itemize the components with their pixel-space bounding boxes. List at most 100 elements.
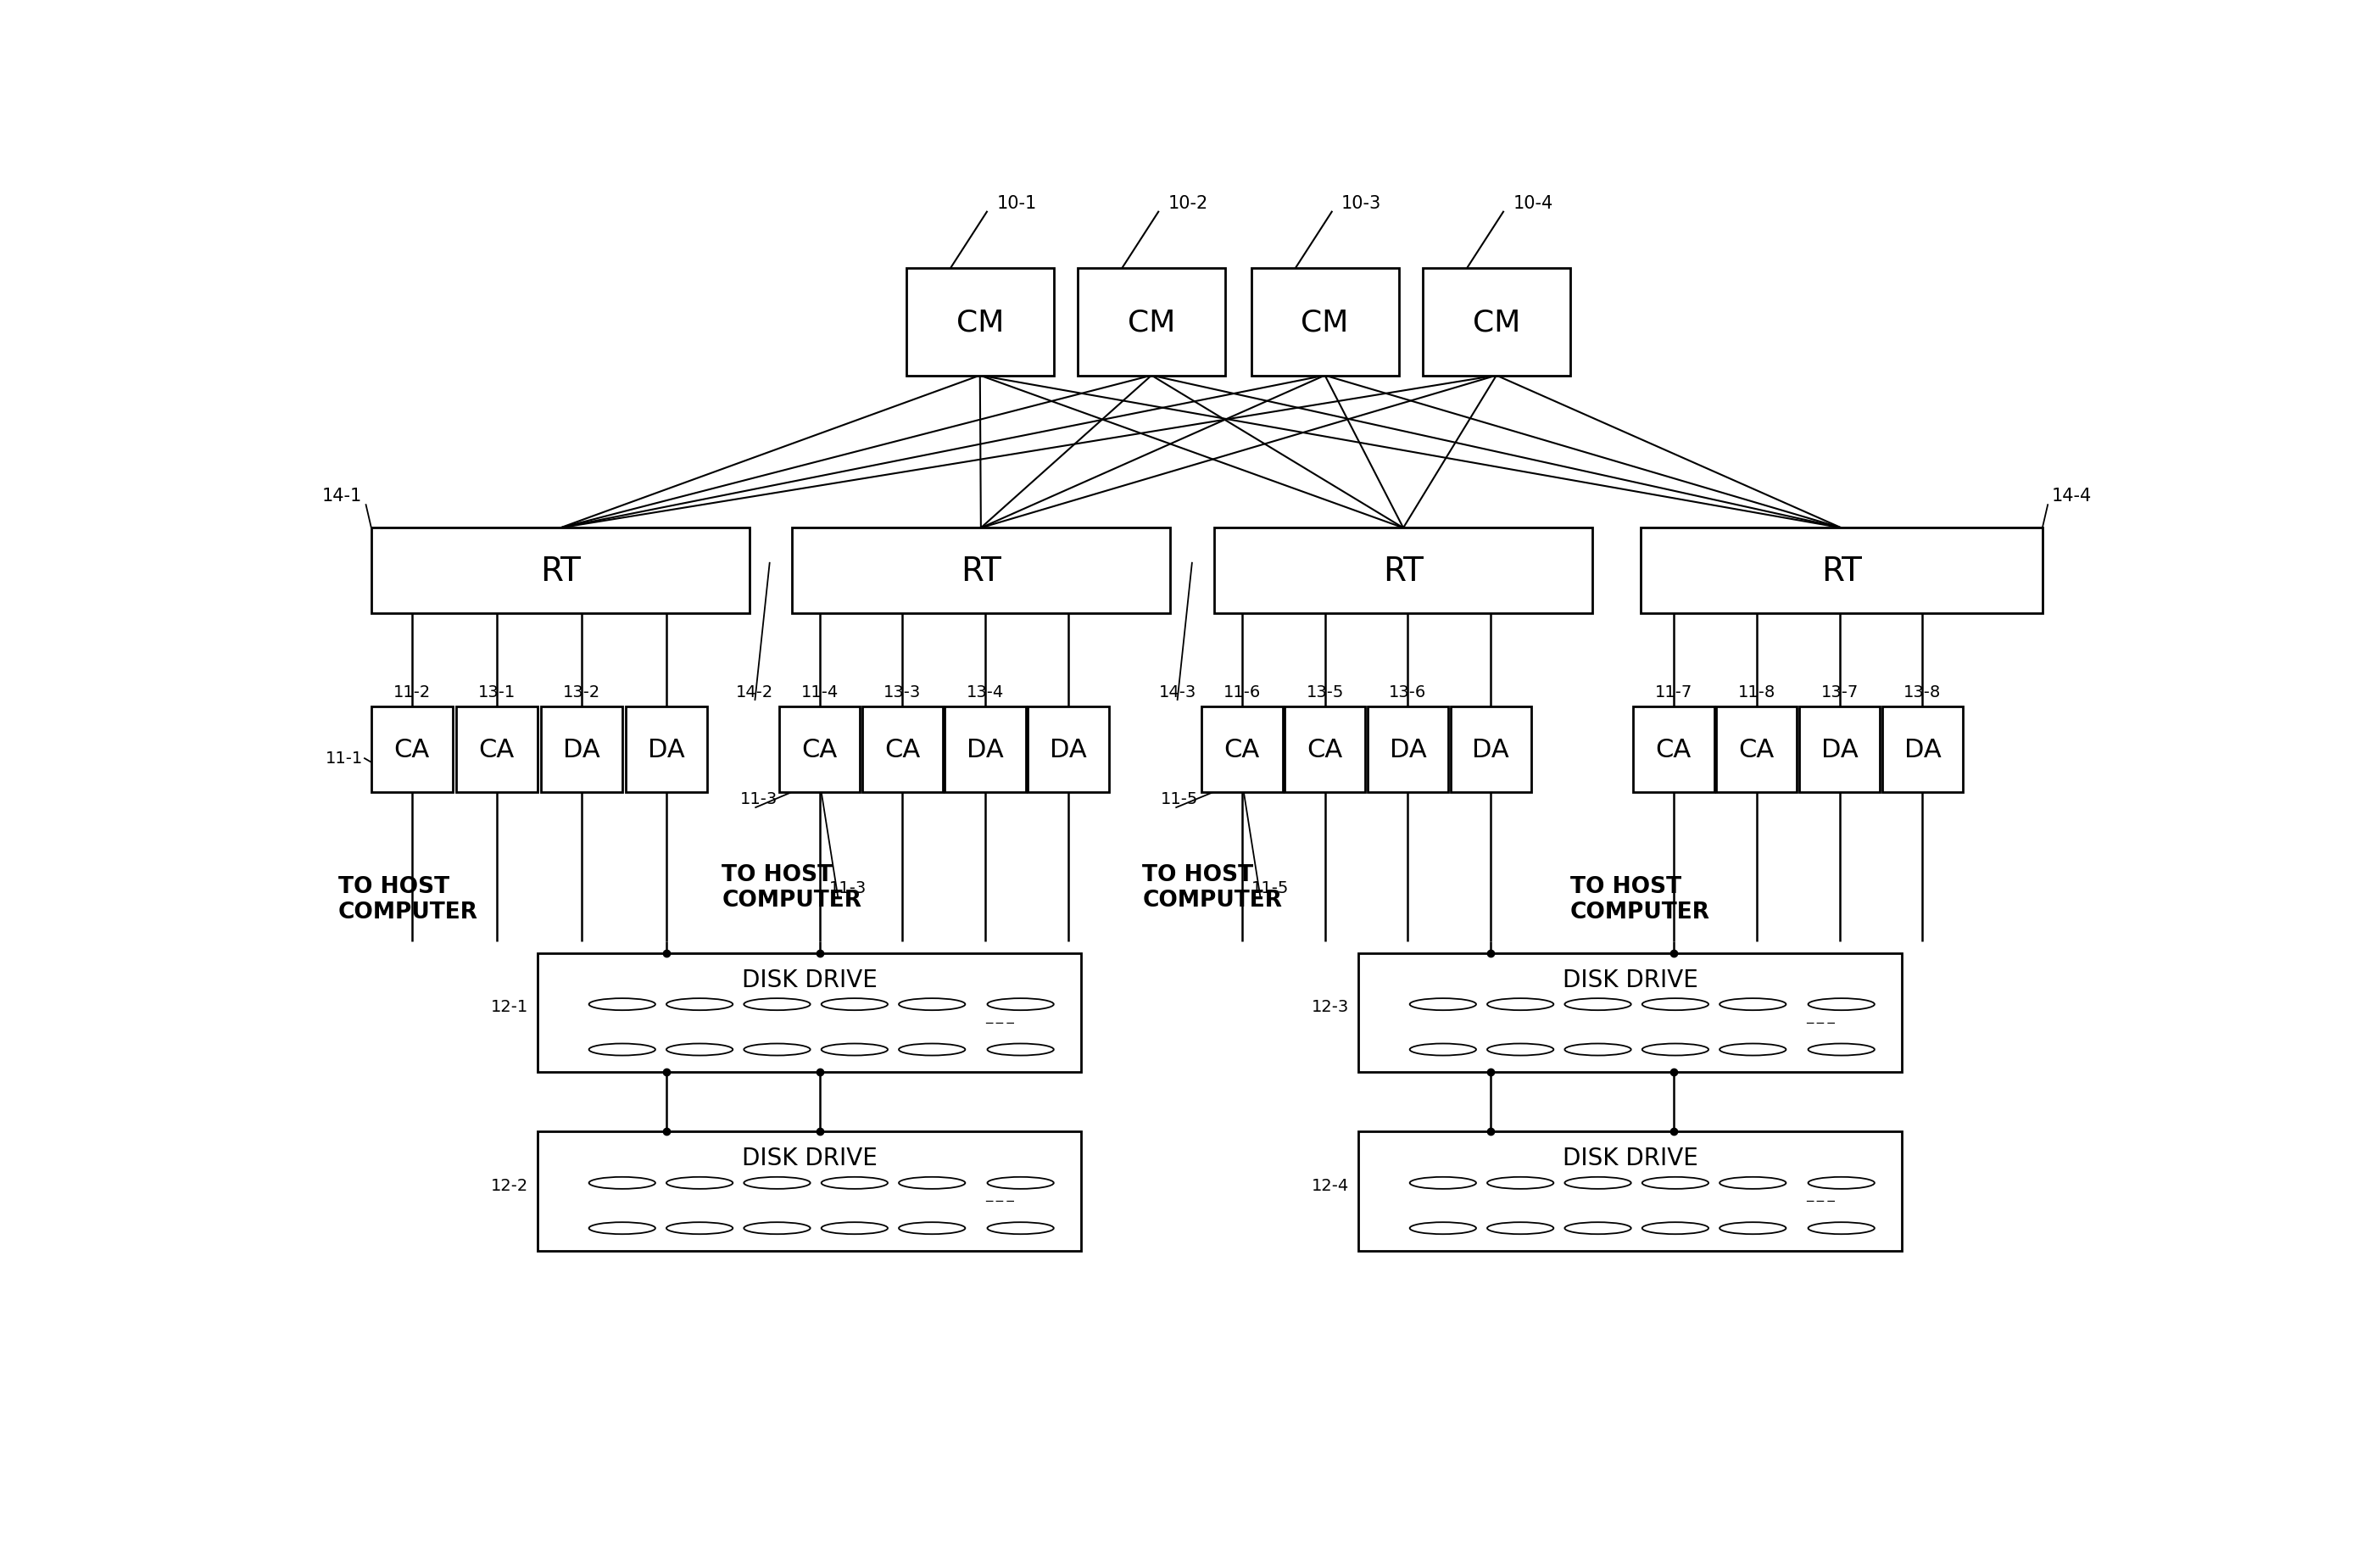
Text: TO HOST
COMPUTER: TO HOST COMPUTER — [1571, 877, 1711, 923]
Text: 13-2: 13-2 — [562, 683, 600, 700]
Ellipse shape — [588, 999, 655, 1011]
Ellipse shape — [1488, 999, 1554, 1011]
Text: 14-1: 14-1 — [321, 487, 362, 504]
Text: 13-1: 13-1 — [478, 683, 516, 700]
Text: 11-5: 11-5 — [1252, 880, 1288, 897]
Ellipse shape — [666, 999, 733, 1011]
Ellipse shape — [1809, 1223, 1875, 1234]
Text: 13-5: 13-5 — [1307, 683, 1345, 700]
Bar — [1202, 707, 1283, 793]
Bar — [588, 1183, 655, 1229]
Text: DISK DRIVE: DISK DRIVE — [743, 1146, 878, 1170]
Text: TO HOST
COMPUTER: TO HOST COMPUTER — [721, 864, 862, 912]
Text: TO HOST
COMPUTER: TO HOST COMPUTER — [338, 877, 478, 923]
Bar — [1078, 269, 1226, 376]
Text: 14-4: 14-4 — [2052, 487, 2092, 504]
Ellipse shape — [1809, 999, 1875, 1011]
Bar — [1721, 1183, 1785, 1229]
Text: 11-6: 11-6 — [1223, 683, 1261, 700]
Ellipse shape — [1809, 1044, 1875, 1056]
Ellipse shape — [666, 1223, 733, 1234]
Bar — [1028, 707, 1109, 793]
Bar — [371, 529, 750, 614]
Bar — [666, 1005, 733, 1050]
Text: 13-8: 13-8 — [1904, 683, 1942, 700]
Bar — [588, 1005, 655, 1050]
Text: RT: RT — [1383, 555, 1423, 587]
Bar — [1883, 707, 1963, 793]
Text: CA: CA — [395, 737, 431, 762]
Bar — [945, 707, 1026, 793]
Ellipse shape — [1409, 1177, 1476, 1189]
Ellipse shape — [1721, 1223, 1785, 1234]
Bar — [1564, 1005, 1630, 1050]
Ellipse shape — [1488, 1044, 1554, 1056]
Ellipse shape — [1564, 1177, 1630, 1189]
Bar — [1488, 1005, 1554, 1050]
Ellipse shape — [1409, 1044, 1476, 1056]
Text: TO HOST
COMPUTER: TO HOST COMPUTER — [1142, 864, 1283, 912]
Bar — [538, 954, 1081, 1073]
Bar — [1716, 707, 1797, 793]
Text: 14-2: 14-2 — [735, 683, 774, 700]
Bar — [1214, 529, 1592, 614]
Text: ─ ─ ─: ─ ─ ─ — [985, 1195, 1014, 1207]
Text: DISK DRIVE: DISK DRIVE — [743, 968, 878, 991]
Ellipse shape — [1721, 1177, 1785, 1189]
Text: CA: CA — [1307, 737, 1342, 762]
Bar — [457, 707, 538, 793]
Text: 10-4: 10-4 — [1514, 195, 1554, 212]
Ellipse shape — [1409, 1223, 1476, 1234]
Bar — [1359, 954, 1902, 1073]
Text: DA: DA — [1390, 737, 1426, 762]
Bar — [745, 1183, 809, 1229]
Text: DA: DA — [1821, 737, 1859, 762]
Text: 11-2: 11-2 — [393, 683, 431, 700]
Text: CA: CA — [1737, 737, 1775, 762]
Text: 13-7: 13-7 — [1821, 683, 1859, 700]
Text: 13-3: 13-3 — [883, 683, 921, 700]
Text: RT: RT — [540, 555, 581, 587]
Text: 12-3: 12-3 — [1311, 999, 1349, 1016]
Bar — [1809, 1005, 1875, 1050]
Ellipse shape — [1564, 999, 1630, 1011]
Ellipse shape — [821, 1044, 888, 1056]
Ellipse shape — [1488, 1223, 1554, 1234]
Bar — [778, 707, 859, 793]
Ellipse shape — [1642, 1044, 1709, 1056]
Text: ─ ─ ─: ─ ─ ─ — [1806, 1195, 1835, 1207]
Text: 11-1: 11-1 — [326, 750, 362, 767]
Text: 13-6: 13-6 — [1390, 683, 1426, 700]
Bar — [862, 707, 942, 793]
Bar — [1423, 269, 1571, 376]
Bar — [821, 1183, 888, 1229]
Bar — [1633, 707, 1714, 793]
Text: ─ ─ ─: ─ ─ ─ — [1806, 1017, 1835, 1028]
Text: DA: DA — [1473, 737, 1509, 762]
Bar — [1359, 1132, 1902, 1251]
Bar — [1721, 1005, 1785, 1050]
Bar — [988, 1183, 1054, 1229]
Bar — [1366, 707, 1449, 793]
Bar — [538, 1132, 1081, 1251]
Text: DA: DA — [647, 737, 685, 762]
Bar — [1799, 707, 1880, 793]
Text: 11-3: 11-3 — [740, 792, 778, 807]
Ellipse shape — [588, 1223, 655, 1234]
Text: 10-1: 10-1 — [997, 195, 1038, 212]
Ellipse shape — [900, 1223, 966, 1234]
Text: RT: RT — [1821, 555, 1861, 587]
Text: ─ ─ ─: ─ ─ ─ — [985, 1017, 1014, 1028]
Text: 12-4: 12-4 — [1311, 1178, 1349, 1194]
Ellipse shape — [900, 1044, 966, 1056]
Bar — [745, 1005, 809, 1050]
Bar — [988, 1005, 1054, 1050]
Text: 11-5: 11-5 — [1161, 792, 1200, 807]
Ellipse shape — [1642, 999, 1709, 1011]
Bar — [1449, 707, 1530, 793]
Bar — [540, 707, 621, 793]
Text: CM: CM — [1473, 308, 1521, 337]
Ellipse shape — [988, 999, 1054, 1011]
Bar — [1285, 707, 1366, 793]
Ellipse shape — [821, 1177, 888, 1189]
